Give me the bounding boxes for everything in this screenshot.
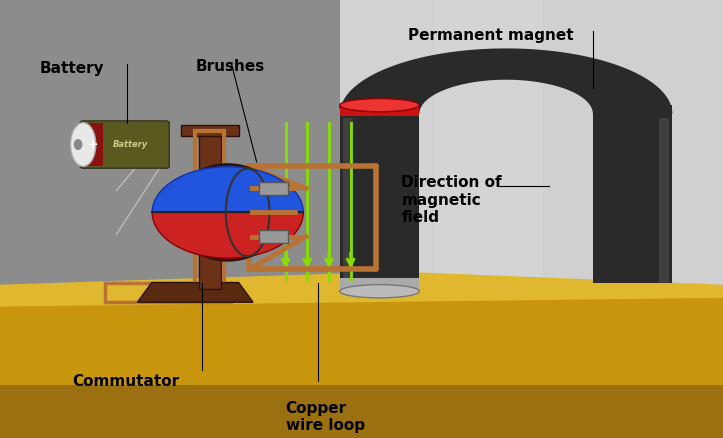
Text: Battery: Battery xyxy=(40,61,104,76)
Wedge shape xyxy=(153,212,304,258)
Text: Permanent magnet: Permanent magnet xyxy=(408,28,574,43)
Ellipse shape xyxy=(340,99,419,112)
Polygon shape xyxy=(340,278,419,291)
Polygon shape xyxy=(434,0,542,307)
Polygon shape xyxy=(340,114,419,283)
Polygon shape xyxy=(137,283,253,302)
Ellipse shape xyxy=(70,123,95,166)
Polygon shape xyxy=(340,49,672,114)
FancyBboxPatch shape xyxy=(259,182,288,195)
FancyBboxPatch shape xyxy=(181,125,239,136)
Polygon shape xyxy=(0,276,723,438)
FancyBboxPatch shape xyxy=(199,131,221,289)
Polygon shape xyxy=(0,272,723,307)
Text: +: + xyxy=(87,138,98,151)
Polygon shape xyxy=(340,105,419,116)
Polygon shape xyxy=(593,105,672,118)
Text: Brushes: Brushes xyxy=(195,59,265,74)
Ellipse shape xyxy=(74,139,82,150)
Polygon shape xyxy=(340,105,419,118)
Text: Direction of
magnetic
field: Direction of magnetic field xyxy=(401,175,502,225)
Polygon shape xyxy=(343,114,353,283)
FancyBboxPatch shape xyxy=(83,123,103,166)
Text: Commutator: Commutator xyxy=(72,374,179,389)
Polygon shape xyxy=(659,114,669,283)
Text: Copper
wire loop: Copper wire loop xyxy=(286,401,364,433)
Polygon shape xyxy=(0,385,723,438)
FancyBboxPatch shape xyxy=(80,121,169,168)
Polygon shape xyxy=(593,114,672,283)
Ellipse shape xyxy=(340,285,419,298)
Ellipse shape xyxy=(172,164,283,261)
Ellipse shape xyxy=(340,100,419,114)
FancyBboxPatch shape xyxy=(259,230,288,243)
Polygon shape xyxy=(0,0,340,307)
Wedge shape xyxy=(153,167,304,212)
Text: Battery: Battery xyxy=(114,140,148,149)
Polygon shape xyxy=(340,0,723,307)
Polygon shape xyxy=(340,0,434,307)
